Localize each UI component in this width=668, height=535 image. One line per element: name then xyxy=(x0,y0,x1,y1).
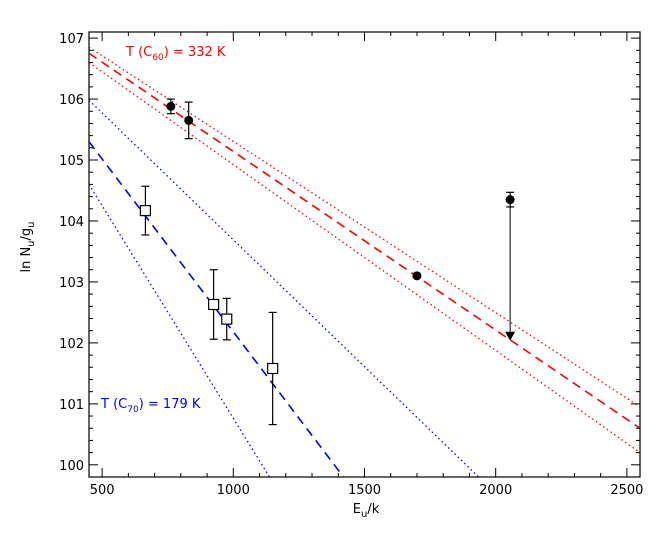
y-tick-label: 105 xyxy=(59,154,84,169)
y-tick-label: 101 xyxy=(59,398,84,413)
y-tick-label: 107 xyxy=(59,32,84,47)
c70-data-point xyxy=(139,205,152,217)
x-tick-label: 500 xyxy=(90,483,115,498)
fit-lines xyxy=(89,46,640,477)
error-bars xyxy=(141,98,516,426)
c70-data-point xyxy=(267,362,279,375)
c60-fit-line xyxy=(89,52,640,429)
c70-data-point xyxy=(208,298,220,311)
x-tick-label: 2000 xyxy=(479,483,512,498)
x-tick-label: 1000 xyxy=(217,483,250,498)
x-axis-label: Eu/k xyxy=(353,502,380,520)
axis-ticks: 500 1000 1500 2000 2500 100 101 102 103 104 105 106… xyxy=(59,32,643,498)
data-points xyxy=(139,101,515,375)
y-tick-label: 103 xyxy=(59,276,84,291)
y-axis-label: ln Nu/gu xyxy=(19,221,37,272)
c60-fit-bound-upper xyxy=(89,46,640,408)
c60-temperature-annotation: T (C60) = 332 K xyxy=(125,45,226,63)
c70-fit-bound-upper xyxy=(89,99,480,477)
c60-data-point xyxy=(184,115,194,125)
y-tick-label: 106 xyxy=(59,93,84,108)
c70-data-point xyxy=(221,313,233,325)
c60-data-point xyxy=(166,101,176,111)
x-tick-label: 1500 xyxy=(348,483,381,498)
c70-temperature-annotation: T (C70) = 179 K xyxy=(100,397,201,415)
y-tick-label: 102 xyxy=(59,337,84,352)
y-tick-label: 104 xyxy=(59,215,84,230)
c60-data-point xyxy=(505,195,515,205)
y-tick-label: 100 xyxy=(59,459,84,474)
c60-data-point xyxy=(412,271,422,281)
x-tick-label: 2500 xyxy=(610,483,643,498)
c70-fit-bound-lower xyxy=(89,184,271,477)
c60-upper-limit-arrow xyxy=(505,331,516,341)
c60-fit-bound-lower xyxy=(89,61,640,454)
